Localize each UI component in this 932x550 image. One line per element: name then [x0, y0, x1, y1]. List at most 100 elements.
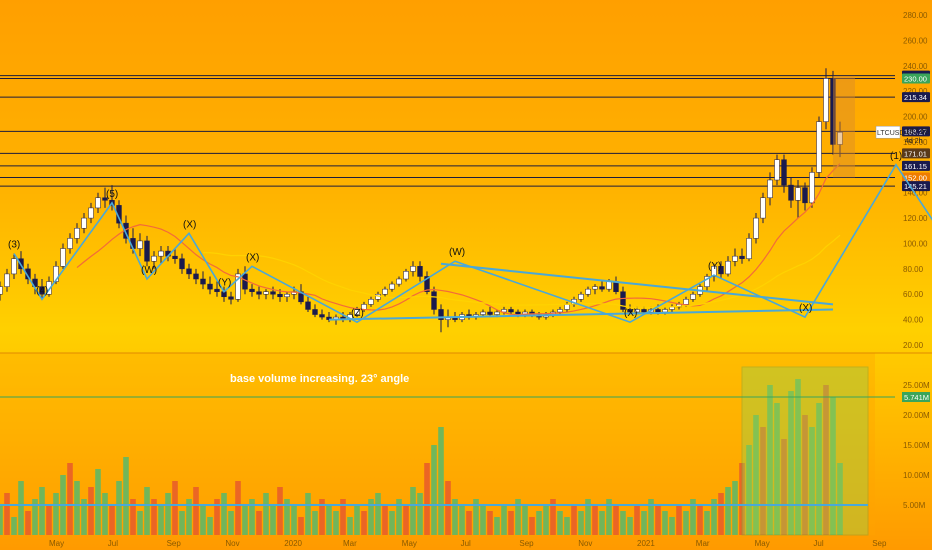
price-axis-tick: 60.00 [903, 290, 924, 299]
candle-body [830, 78, 836, 145]
volume-bar [396, 499, 402, 535]
volume-bar [277, 487, 283, 535]
volume-bar [697, 505, 703, 535]
volume-bar [536, 511, 542, 535]
volume-bar [445, 481, 451, 535]
candle-body [732, 255, 738, 262]
candle-body [389, 283, 395, 290]
price-level-badge [902, 73, 930, 84]
volume-bar [305, 493, 311, 535]
candle-body [256, 291, 262, 295]
volume-bar [221, 493, 227, 535]
price-level-label: 171.01 [904, 149, 927, 158]
volume-bar [81, 499, 87, 535]
candle-body [354, 309, 360, 315]
volume-bar [368, 499, 374, 535]
volume-bar [746, 445, 752, 535]
volume-bar [732, 481, 738, 535]
trendline-upper [440, 262, 834, 306]
candle-body [214, 288, 220, 292]
volume-bar [144, 487, 150, 535]
candle-body [249, 288, 255, 292]
volume-bar [200, 505, 206, 535]
volume-bar [802, 415, 808, 535]
volume-bar [151, 499, 157, 535]
candle-body [137, 240, 143, 249]
wave-label: (5) [106, 189, 118, 200]
candle-body [718, 266, 724, 275]
candle-body [494, 311, 500, 315]
volume-bar [557, 511, 563, 535]
candle-body [816, 121, 822, 173]
volume-bar [375, 493, 381, 535]
candle-body [781, 159, 787, 186]
volume-bar [690, 499, 696, 535]
candle-body [599, 286, 605, 290]
wave-label: (Z) [351, 308, 364, 319]
volume-bar [571, 505, 577, 535]
volume-bar [410, 487, 416, 535]
volume-bar [4, 493, 10, 535]
price-axis-tick: 40.00 [903, 316, 924, 325]
wave-label: (4) [36, 285, 48, 296]
volume-bar [760, 427, 766, 535]
x-axis-tick: Jul [108, 539, 118, 548]
wave-label: (W) [141, 265, 157, 276]
candle-body [641, 309, 647, 313]
volume-bar [613, 505, 619, 535]
countdown: 4d 2h [905, 138, 923, 145]
volume-bar [389, 511, 395, 535]
candle-body [417, 266, 423, 277]
price-axis-tick: 280.00 [903, 11, 928, 20]
x-axis-tick: Sep [519, 539, 534, 548]
ma-line-fast [76, 163, 841, 316]
volume-bar [459, 505, 465, 535]
candle-body [431, 291, 437, 310]
volume-bar [298, 517, 304, 535]
volume-bar [214, 499, 220, 535]
candle-body [158, 250, 164, 257]
wave-label: (Y) [218, 278, 231, 289]
volume-bar [53, 493, 59, 535]
candle-body [277, 293, 283, 298]
projection-box [833, 75, 855, 178]
candle-body [88, 207, 94, 219]
volume-bar [704, 511, 710, 535]
volume-bar [816, 403, 822, 535]
price-level-label: 230.00 [904, 74, 927, 83]
candle-body [557, 309, 563, 313]
candle-body [634, 309, 640, 313]
price-axis-tick: 120.00 [903, 214, 928, 223]
candle-body [200, 278, 206, 285]
volume-bar [522, 505, 528, 535]
volume-bar [130, 499, 136, 535]
volume-bar [46, 505, 52, 535]
price-level-badge [902, 92, 930, 103]
price-axis-tick: 220.00 [903, 87, 928, 96]
volume-bar [718, 493, 724, 535]
candle-body [578, 293, 584, 300]
volume-bar [179, 511, 185, 535]
volume-bar [676, 505, 682, 535]
wave-path [13, 163, 932, 324]
volume-bar [641, 511, 647, 535]
wave-label: (Y) [708, 261, 721, 272]
volume-bar [466, 511, 472, 535]
volume-bar [592, 505, 598, 535]
volume-bar [774, 403, 780, 535]
candle-body [823, 78, 829, 122]
volume-bar [263, 493, 269, 535]
candle-body [4, 273, 10, 287]
candle-body [11, 258, 17, 275]
volume-bar [473, 499, 479, 535]
volume-bar [606, 499, 612, 535]
x-axis-tick: May [49, 539, 64, 548]
volume-bar [326, 505, 332, 535]
candle-body [508, 309, 514, 313]
volume-bar [739, 463, 745, 535]
symbol-label: LTCUSD [877, 130, 904, 137]
volume-bar [655, 505, 661, 535]
volume-bar [109, 505, 115, 535]
